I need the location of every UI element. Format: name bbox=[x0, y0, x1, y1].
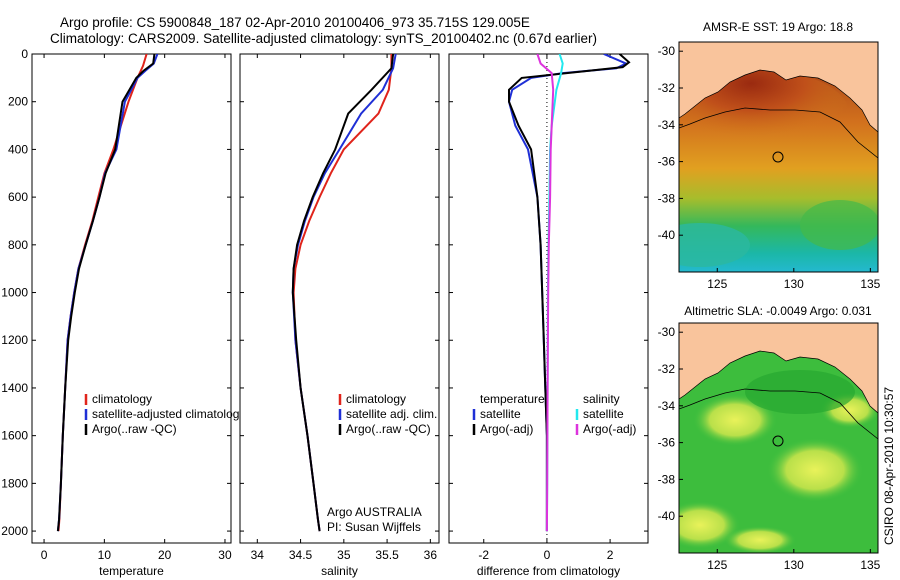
x-tick-label: 35.5 bbox=[375, 548, 399, 562]
sst-cool-patch bbox=[679, 223, 750, 267]
sla-contour bbox=[679, 388, 878, 440]
sla-map-panel: Altimetric SLA: -0.0049 Argo: 0.031 125 1… bbox=[658, 304, 881, 572]
y-tick-label: 1600 bbox=[1, 429, 28, 443]
y-tick-label: 600 bbox=[8, 190, 28, 204]
sla-map-frame bbox=[678, 322, 879, 554]
x-tick-label: -2 bbox=[478, 548, 489, 562]
diff-sal-legend-entry: Argo(-adj) bbox=[583, 422, 636, 436]
temperature-panel: 0 10 20 30 0 200 400 600 800 1000 1200 1400 1600 1800… bbox=[1, 47, 245, 578]
map-y-tick-label: -30 bbox=[658, 325, 676, 339]
sst-land bbox=[679, 42, 878, 133]
x-axis-label: temperature bbox=[99, 564, 164, 578]
x-tick-label: 34 bbox=[251, 548, 265, 562]
sst-map-title: AMSR-E SST: 19 Argo: 18.8 bbox=[703, 20, 853, 34]
argo-country-label: Argo AUSTRALIA bbox=[327, 505, 422, 519]
y-tick-label: 1200 bbox=[1, 333, 28, 347]
x-axis-label: difference from climatology bbox=[477, 564, 620, 578]
sla-patch-3 bbox=[679, 501, 740, 549]
temp-legend-entry: climatology bbox=[92, 392, 152, 406]
sla-land bbox=[679, 323, 878, 414]
sal-legend-entry: climatology bbox=[346, 392, 406, 406]
x-tick-label: 0 bbox=[41, 548, 48, 562]
map-y-tick-label: -40 bbox=[658, 509, 676, 523]
x-tick-label: 34.5 bbox=[289, 548, 313, 562]
x-tick-label: 35 bbox=[337, 548, 351, 562]
x-tick-label: 20 bbox=[158, 548, 172, 562]
x-tick-label: 10 bbox=[98, 548, 112, 562]
header-line2: Climatology: CARS2009. Satellite-adjuste… bbox=[50, 31, 597, 46]
series-line bbox=[56, 54, 156, 532]
sst-map-frame bbox=[678, 41, 879, 273]
series-group bbox=[291, 54, 397, 532]
map-y-tick-label: -30 bbox=[658, 44, 676, 58]
y-tick-label: 0 bbox=[21, 47, 28, 61]
x-axis-label: salinity bbox=[321, 564, 358, 578]
temp-legend-entry: Argo(..raw -QC) bbox=[92, 422, 177, 436]
sst-contour bbox=[679, 107, 878, 159]
sst-map-panel: AMSR-E SST: 19 Argo: 18.8 125 130 135 -30 -3… bbox=[658, 20, 881, 291]
y-tick-label: 2000 bbox=[1, 524, 28, 538]
diff-sal-legend-entry: satellite bbox=[583, 407, 624, 421]
sal-legend-entry: satellite adj. clim. bbox=[346, 407, 437, 421]
salinity-panel: 34 34.5 35 35.5 36 salinity climatologysatelli… bbox=[239, 53, 440, 578]
map-y-tick-label: -32 bbox=[658, 81, 676, 95]
sal-legend-entry: Argo(..raw -QC) bbox=[346, 422, 431, 436]
sst-argo-marker bbox=[772, 151, 784, 163]
map-y-tick-label: -36 bbox=[658, 436, 676, 450]
plot-frame bbox=[31, 53, 232, 544]
y-tick-label: 1400 bbox=[1, 381, 28, 395]
x-tick-label: 2 bbox=[607, 548, 614, 562]
x-tick-label: 0 bbox=[544, 548, 551, 562]
map-y-tick-label: -34 bbox=[658, 118, 676, 132]
sst-green-patch bbox=[800, 200, 878, 250]
map-y-tick-label: -34 bbox=[658, 399, 676, 413]
series-line bbox=[291, 54, 395, 532]
y-tick-label: 1000 bbox=[1, 286, 28, 300]
series-group bbox=[56, 54, 159, 532]
y-tick-label: 1800 bbox=[1, 476, 28, 490]
sst-warm-core bbox=[679, 70, 850, 160]
map-y-tick-label: -40 bbox=[658, 228, 676, 242]
map-y-tick-label: -36 bbox=[658, 155, 676, 169]
map-y-tick-label: -38 bbox=[658, 191, 676, 205]
diff-temp-legend-entry: satellite bbox=[480, 407, 521, 421]
map-x-tick-label: 125 bbox=[707, 558, 727, 572]
sla-patch-5 bbox=[724, 526, 796, 553]
x-tick-label: 36 bbox=[424, 548, 438, 562]
argo-pi-label: PI: Susan Wijffels bbox=[327, 520, 421, 534]
sla-map-title: Altimetric SLA: -0.0049 Argo: 0.031 bbox=[684, 304, 872, 318]
map-x-tick-label: 135 bbox=[860, 277, 880, 291]
map-y-tick-label: -38 bbox=[658, 472, 676, 486]
map-x-tick-label: 135 bbox=[860, 558, 880, 572]
diff-temp-legend-entry: temperature bbox=[480, 392, 545, 406]
y-tick-label: 800 bbox=[8, 238, 28, 252]
map-y-tick-label: -32 bbox=[658, 362, 676, 376]
csiro-stamp: CSIRO 08-Apr-2010 10:30:57 bbox=[882, 387, 896, 545]
sla-dark-patch bbox=[745, 370, 855, 414]
sla-patch-2 bbox=[767, 438, 863, 502]
plot-frame bbox=[239, 53, 440, 544]
map-x-tick-label: 130 bbox=[784, 277, 804, 291]
diff-sal-legend-entry: salinity bbox=[583, 392, 620, 406]
map-x-tick-label: 125 bbox=[707, 277, 727, 291]
temp-legend-entry: satellite-adjusted climatology bbox=[92, 407, 245, 421]
diff-temp-legend-entry: Argo(-adj) bbox=[480, 422, 533, 436]
x-tick-label: 30 bbox=[218, 548, 232, 562]
series-group bbox=[507, 54, 631, 543]
y-tick-label: 200 bbox=[8, 95, 28, 109]
series-line bbox=[536, 54, 555, 532]
difference-panel: -2 0 2 difference from climatology temperatu… bbox=[448, 53, 649, 578]
header-line1: Argo profile: CS 5900848_187 02-Apr-2010… bbox=[60, 15, 530, 30]
y-tick-label: 400 bbox=[8, 142, 28, 156]
map-x-tick-label: 130 bbox=[784, 558, 804, 572]
sla-argo-marker bbox=[772, 435, 784, 447]
sla-patch-1 bbox=[693, 394, 777, 446]
